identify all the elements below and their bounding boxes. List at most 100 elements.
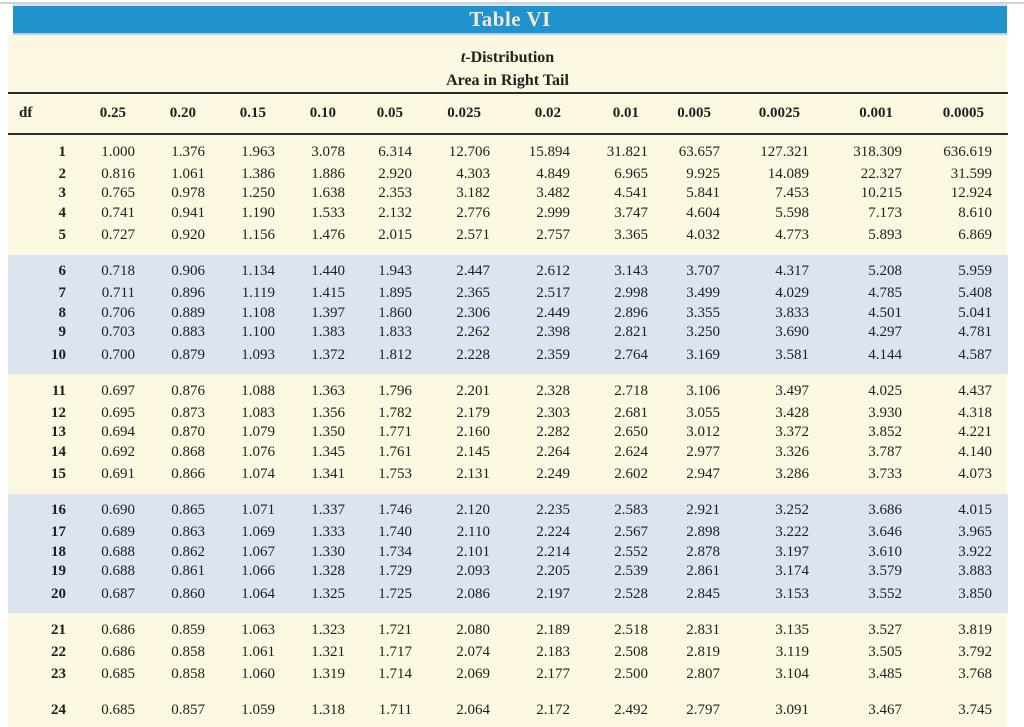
value-cell: 2.110 (415, 523, 493, 543)
value-cell: 2.921 (651, 493, 723, 523)
table-row: 21 0.686 0.859 1.063 1.323 1.721 2.080 2.189 2.5… (8, 613, 1008, 643)
value-cell: 1.071 (208, 493, 278, 523)
df-cell: 21 (51, 621, 66, 638)
value-cell: 1.119 (208, 284, 278, 304)
value-cell: 0.687 (66, 581, 138, 613)
value-cell: 0.868 (171, 443, 205, 460)
value-cell: 3.552 (812, 581, 905, 613)
value-cell: 636.619 (943, 143, 992, 160)
value-cell: 0.697 (101, 382, 135, 399)
value-cell: 8.610 (958, 204, 992, 221)
value-cell: 2.508 (614, 643, 648, 660)
value-cell: 1.711 (378, 702, 412, 718)
value-cell: 1.886 (311, 165, 345, 182)
col-header-0.0005: 0.0005 (905, 92, 1008, 135)
df-cell: 14 (51, 443, 66, 460)
value-cell: 0.686 (101, 643, 135, 660)
table-row: 18 0.688 0.862 1.067 1.330 1.734 2.101 2.214 2.5… (8, 542, 1008, 562)
value-cell: 0.691 (101, 466, 135, 482)
value-cell: 1.717 (378, 643, 412, 660)
value-cell: 2.086 (415, 581, 493, 613)
value-cell: 3.135 (775, 621, 809, 638)
value-cell: 1.753 (378, 466, 412, 482)
value-cell: 1.328 (278, 562, 348, 582)
value-cell: 3.182 (456, 185, 490, 201)
value-cell: 2.069 (456, 666, 490, 682)
df-cell: 2 (58, 165, 67, 182)
value-cell: 1.108 (208, 303, 278, 323)
value-cell: 7.453 (775, 185, 809, 201)
t-table: df 0.25 0.20 0.15 0.10 0.05 0.025 0.02 0.01 0.00… (8, 92, 1008, 723)
value-cell: 3.055 (686, 404, 720, 421)
value-cell: 0.896 (138, 284, 208, 304)
col-header-0.0025: 0.0025 (723, 92, 812, 135)
value-cell: 0.862 (138, 542, 208, 562)
value-cell: 0.857 (171, 702, 205, 718)
value-cell: 1.190 (241, 204, 275, 221)
value-cell: 3.467 (868, 702, 902, 718)
df-cell: 19 (8, 562, 66, 582)
value-cell: 3.768 (958, 666, 992, 682)
value-cell: 2.101 (415, 542, 493, 562)
table-row: 9 0.703 0.883 1.100 1.383 1.833 2.262 2.398 2.82… (8, 323, 1008, 343)
value-cell: 3.104 (775, 666, 809, 682)
value-cell: 3.965 (905, 523, 1008, 543)
value-cell: 3.792 (958, 643, 992, 660)
value-cell: 3.930 (868, 404, 902, 421)
value-cell: 4.297 (812, 323, 905, 343)
value-cell: 1.533 (311, 204, 345, 221)
value-cell: 3.850 (905, 581, 1008, 613)
df-cell: 16 (8, 493, 66, 523)
col-header-0.05: 0.05 (348, 92, 415, 135)
value-cell: 1.000 (101, 143, 135, 160)
value-cell: 0.858 (171, 666, 205, 682)
value-cell: 0.858 (171, 643, 205, 660)
value-cell: 2.177 (536, 666, 570, 682)
df-cell: 8 (8, 303, 66, 323)
value-cell: 0.859 (171, 621, 205, 638)
value-cell: 5.598 (775, 204, 809, 221)
value-cell: 3.610 (812, 542, 905, 562)
value-cell: 9.925 (686, 165, 720, 182)
value-cell: 1.943 (348, 254, 415, 284)
value-cell: 1.337 (278, 493, 348, 523)
value-cell: 1.134 (208, 254, 278, 284)
value-cell: 1.079 (241, 424, 275, 440)
value-cell: 2.235 (493, 493, 573, 523)
value-cell: 0.695 (101, 404, 135, 421)
df-cell: 3 (58, 185, 67, 201)
df-cell: 6 (8, 254, 66, 284)
value-cell: 2.328 (536, 382, 570, 399)
value-cell: 2.224 (493, 523, 573, 543)
value-cell: 1.397 (278, 303, 348, 323)
value-cell: 1.067 (208, 542, 278, 562)
value-cell: 3.527 (868, 621, 902, 638)
value-cell: 1.318 (311, 702, 345, 718)
table-title: Table VI (469, 7, 551, 31)
value-cell: 4.032 (686, 227, 720, 243)
value-cell: 0.920 (171, 227, 205, 243)
value-cell: 4.317 (723, 254, 812, 284)
value-cell: 4.773 (775, 227, 809, 243)
df-cell: 24 (51, 702, 66, 718)
value-cell: 3.222 (723, 523, 812, 543)
value-cell: 0.689 (66, 523, 138, 543)
value-cell: 1.100 (208, 323, 278, 343)
value-cell: 2.807 (686, 666, 720, 682)
value-cell: 2.064 (456, 702, 490, 718)
value-cell: 1.415 (278, 284, 348, 304)
value-cell: 4.140 (958, 443, 992, 460)
value-cell: 6.869 (958, 227, 992, 243)
value-cell: 1.895 (348, 284, 415, 304)
value-cell: 2.172 (536, 702, 570, 718)
value-cell: 2.821 (573, 323, 651, 343)
value-cell: 0.741 (101, 204, 135, 221)
value-cell: 1.064 (208, 581, 278, 613)
value-cell: 0.906 (138, 254, 208, 284)
value-cell: 2.999 (536, 204, 570, 221)
value-cell: 7.173 (868, 204, 902, 221)
value-cell: 3.153 (723, 581, 812, 613)
value-cell: 2.303 (536, 404, 570, 421)
table-row: 23 0.685 0.858 1.060 1.319 1.714 2.069 2.177 2.5… (8, 662, 1008, 694)
value-cell: 1.963 (241, 143, 275, 160)
